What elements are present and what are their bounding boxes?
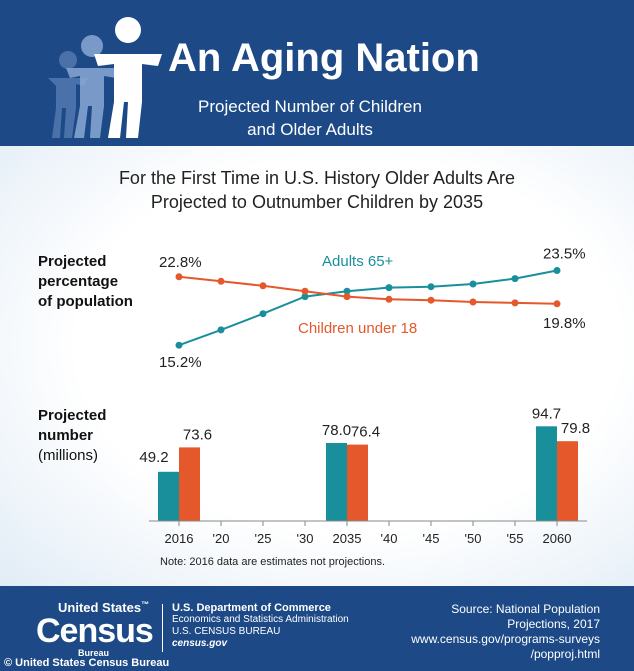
adults-series-label: Adults 65+ [322, 253, 394, 270]
chart-note: Note: 2016 data are estimates not projec… [160, 556, 386, 568]
headline-line-2: Projected to Outnumber Children by 2035 [150, 192, 484, 212]
adults-point [427, 283, 435, 291]
page-title: An Aging Nation [168, 36, 480, 80]
footer-divider [162, 604, 163, 652]
logo-line-1: United States [58, 600, 142, 615]
adults-bar-value: 49.2 [139, 449, 168, 466]
children-point [469, 298, 477, 306]
people-figures-icon [48, 17, 162, 138]
children-point [343, 293, 351, 301]
adults-point [469, 280, 477, 288]
x-tick-label: '20 [213, 531, 230, 546]
x-tick-label: '55 [507, 531, 524, 546]
children-point [217, 277, 225, 285]
logo-census: Census [36, 612, 154, 650]
subtitle-line-1: Projected Number of Children [198, 97, 422, 116]
adults-point [343, 287, 351, 295]
children-bar [557, 441, 578, 521]
children-point [175, 273, 183, 281]
dept-line-3: U.S. CENSUS BUREAU [172, 626, 281, 637]
number-label-line-1: Projected [38, 407, 107, 424]
children-point [553, 300, 561, 308]
adults-point [259, 310, 267, 318]
source-line-2: Projections, 2017 [507, 617, 600, 631]
subtitle-line-2: and Older Adults [247, 120, 373, 139]
footer-banner: United States™ Census Bureau U.S. Depart… [0, 586, 634, 671]
source-info: Source: National Population Projections,… [411, 602, 600, 662]
children-start-label: 22.8% [159, 254, 202, 271]
source-line-1: Source: National Population [451, 602, 600, 616]
adults-bar-value: 94.7 [532, 405, 561, 422]
adults-point [175, 341, 183, 349]
image-credit: © United States Census Bureau [4, 657, 170, 669]
chart-svg: 15.2% 23.5% 22.8% 19.8% Adults 65+ Children u… [139, 246, 590, 547]
dept-line-1: U.S. Department of Commerce [172, 602, 331, 614]
headline-line-1: For the First Time in U.S. History Older… [118, 168, 516, 188]
adults-point [301, 293, 309, 301]
census-logo: United States™ Census Bureau [32, 600, 154, 658]
page-subtitle: Projected Number of Children and Older A… [160, 95, 460, 141]
x-tick-label: '30 [297, 531, 314, 546]
adults-bar [326, 443, 347, 521]
chart-area: For the First Time in U.S. History Older… [0, 146, 634, 586]
adults-point [553, 267, 561, 274]
children-bar [179, 447, 200, 521]
percent-label-line-1: Projected [38, 253, 107, 270]
children-bar-value: 73.6 [183, 426, 212, 443]
percent-axis-label: Projected percentage of population [38, 252, 133, 312]
logo-bureau: Bureau [78, 648, 110, 658]
chart-headline: For the First Time in U.S. History Older… [0, 166, 634, 214]
department-info: U.S. Department of Commerce Economics an… [172, 602, 349, 650]
percent-label-line-2: percentage [38, 273, 119, 290]
children-point [301, 287, 309, 295]
x-tick-label: 2035 [333, 531, 362, 546]
children-point [259, 282, 267, 290]
percent-label-line-3: of population [38, 293, 133, 310]
children-bar-value: 76.4 [351, 424, 380, 441]
children-line [178, 275, 558, 305]
number-label-line-3: (millions) [38, 447, 98, 464]
number-label-line-2: number [38, 427, 94, 444]
adults-point [217, 326, 225, 334]
children-point [385, 295, 393, 303]
source-line-4: /popproj.html [530, 647, 600, 661]
dept-line-4: census.gov [172, 638, 228, 649]
children-end-label: 19.8% [543, 315, 586, 332]
logo-united-states: United States™ [58, 600, 149, 615]
adults-point [385, 284, 393, 292]
adults-start-label: 15.2% [159, 354, 202, 371]
source-line-3: www.census.gov/programs-surveys [411, 632, 600, 646]
adults-end-label: 23.5% [543, 246, 586, 263]
logo-trademark: ™ [141, 600, 150, 609]
adults-bar-value: 78.0 [322, 422, 351, 439]
x-tick-label: '50 [465, 531, 482, 546]
x-tick-label: 2060 [543, 531, 572, 546]
children-point [427, 296, 435, 304]
adults-bar [536, 426, 557, 521]
x-tick-label: '45 [423, 531, 440, 546]
children-bar [347, 444, 368, 521]
adults-line [178, 269, 558, 347]
x-tick-label: '40 [381, 531, 398, 546]
children-bar-value: 79.8 [561, 420, 590, 437]
children-point [511, 299, 519, 307]
adults-bar [158, 471, 179, 521]
header-banner: An Aging Nation Projected Number of Chil… [0, 0, 634, 146]
x-tick-label: 2016 [165, 531, 194, 546]
children-series-label: Children under 18 [298, 320, 417, 337]
dept-line-2: Economics and Statistics Administration [172, 614, 349, 625]
adults-point [511, 275, 519, 283]
x-tick-label: '25 [255, 531, 272, 546]
number-axis-label: Projected number (millions) [38, 406, 106, 466]
